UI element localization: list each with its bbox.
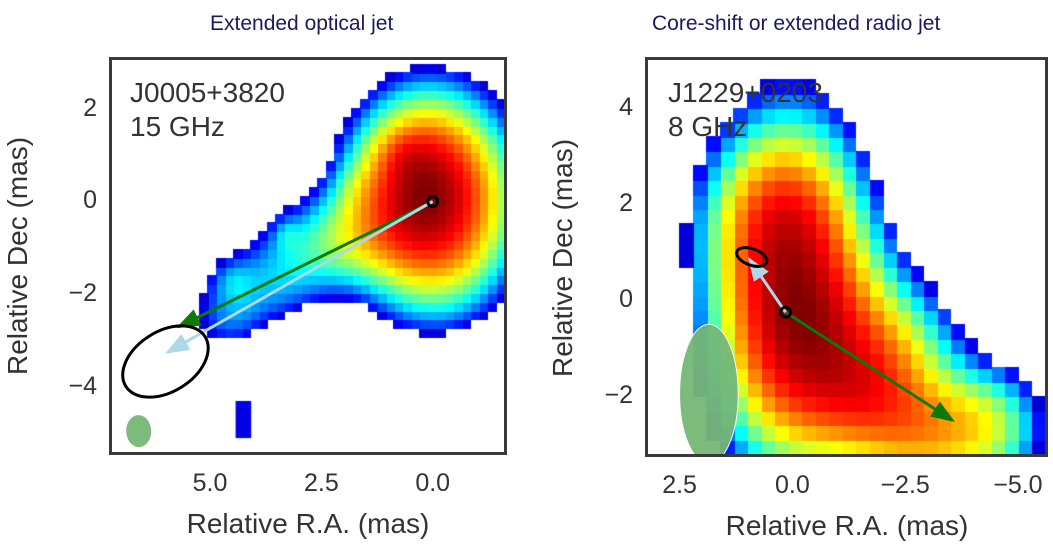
position-error-ellipse	[121, 324, 210, 399]
core-marker	[426, 194, 440, 208]
frequency-label: 8 GHz	[668, 111, 748, 142]
radio-jet-arrow	[176, 200, 434, 329]
plot-area: J1229+0203 8 GHz	[645, 57, 1048, 457]
radio-jet-arrow	[784, 310, 956, 422]
optical-offset-arrow	[165, 200, 434, 354]
y-tick-label: −2	[604, 381, 633, 410]
x-tick-label: −2.5	[880, 471, 930, 499]
source-annotation: J1229+0203 8 GHz	[668, 76, 823, 144]
plot-area: J0005+3820 15 GHz	[109, 57, 507, 455]
y-tick-label: 4	[619, 93, 633, 122]
x-tick-label: 0.0	[774, 471, 810, 499]
x-tick-label: 2.5	[662, 471, 697, 499]
y-tick-label: 0	[83, 186, 97, 215]
x-tick-label: 0.0	[415, 469, 451, 497]
x-tick-label: −5.0	[993, 471, 1043, 499]
frequency-label: 15 GHz	[130, 111, 225, 142]
y-tick-label: 0	[619, 285, 633, 314]
x-tick-label: 5.0	[192, 469, 228, 497]
x-tick-label: 2.5	[303, 469, 339, 497]
intensity-map	[112, 60, 504, 452]
source-name: J0005+3820	[130, 77, 285, 108]
optical-offset-arrow	[747, 256, 787, 314]
y-tick-label: −4	[68, 372, 97, 401]
position-error-ellipse	[735, 246, 769, 268]
panel-title: Extended optical jet	[210, 12, 394, 35]
beam-ellipse	[679, 323, 739, 454]
source-annotation: J0005+3820 15 GHz	[130, 76, 285, 144]
overlay-layer	[679, 246, 956, 454]
panel-title: Core-shift or extended radio jet	[652, 12, 941, 35]
y-tick-label: 2	[83, 93, 97, 122]
y-axis-label: Relative Dec (mas)	[2, 136, 33, 376]
y-tick-label: 2	[619, 189, 633, 218]
source-name: J1229+0203	[668, 77, 823, 108]
x-axis-label: Relative R.A. (mas)	[725, 510, 969, 541]
beam-ellipse	[125, 414, 153, 449]
y-axis-label: Relative Dec (mas)	[547, 138, 578, 378]
overlay-layer	[121, 194, 440, 449]
y-tick-label: −2	[68, 279, 97, 308]
x-axis-label: Relative R.A. (mas)	[186, 508, 430, 539]
core-marker	[779, 305, 793, 319]
